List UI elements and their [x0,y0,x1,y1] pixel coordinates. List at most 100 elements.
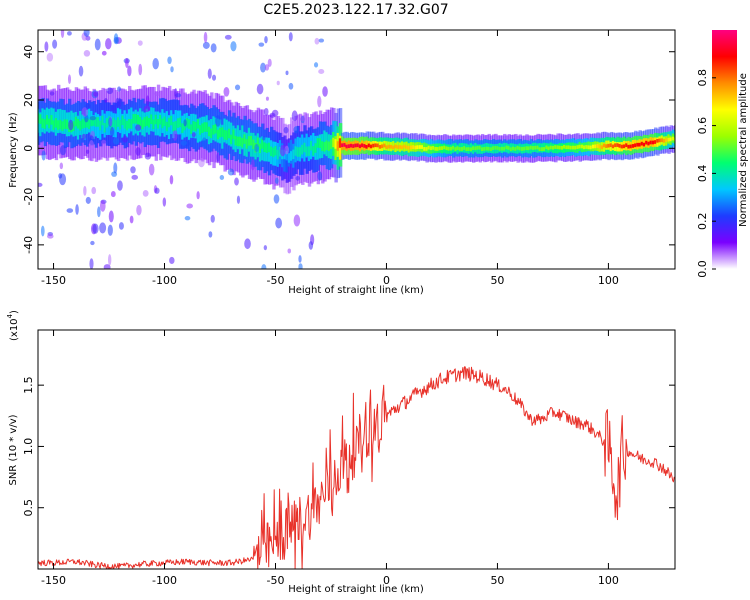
spectrogram-noise [263,107,269,116]
spectrogram-cell [39,112,43,137]
spectrogram-cell [534,145,538,150]
spectrogram-cell [85,118,90,128]
spectrogram-cell [583,145,587,150]
spectrogram-cell [76,118,81,129]
spectrogram-cell [147,117,152,128]
spectrogram-noise [317,95,322,108]
spectrogram-noise [127,65,132,77]
spectrogram-noise [144,152,152,160]
x-tick-label: 50 [490,274,504,287]
spectrogram-noise [318,38,325,43]
spectrogram-noise [83,185,87,196]
spectrogram-cell [185,118,190,128]
spectrogram-noise [58,173,63,179]
spectrogram-cell [507,146,511,150]
spectrogram-cell [503,146,507,151]
spectrogram-cell [219,127,223,138]
spectrogram-cell [387,144,392,149]
spectrogram-cell [192,121,196,131]
spectrogram-cell [121,115,125,126]
spectrogram-noise [201,137,207,149]
spectrogram-cell [480,147,485,152]
spectrogram-noise [262,136,266,141]
spectrogram-cell [545,145,549,150]
spectrogram-cell [645,140,649,145]
spectrogram-noise [223,86,230,97]
spectrogram-cell [647,141,651,146]
spectrogram-cell [598,144,602,149]
spectrogram-cell [578,144,582,149]
spectrogram-cell [305,133,309,158]
spectrogram-cell [640,141,645,146]
spectrogram-noise [250,159,255,171]
spectrogram-cell [214,123,218,134]
spectrogram-cell [207,126,212,137]
spectrogram-cell [651,140,656,145]
spectrogram-cell [321,141,325,151]
spectrogram-cell [523,146,527,151]
spectrogram-noise [44,41,49,52]
x-tick-label: 0 [383,274,390,287]
spectrogram-noise [67,31,72,36]
spectrogram-cell [258,143,263,154]
spectrogram-noise [135,124,142,131]
spectrogram-noise [131,174,139,180]
spectrogram-cell [383,143,387,148]
spectrogram-noise [318,68,325,75]
spectrogram-cell [585,145,589,149]
spectrogram-cell [92,115,96,140]
spectrogram-noise [284,145,289,155]
spectrogram-cell [543,147,547,151]
snr-series-line [38,366,675,569]
spectrogram-cell [349,143,354,148]
spectrogram-cell [256,137,261,148]
spectrogram-cell [483,147,487,151]
spectrogram-noise [117,86,122,92]
spectrogram-cell [518,146,523,151]
spectrogram-cell [569,145,574,150]
spectrogram-cell [671,136,675,141]
spectrogram-noise [215,115,221,127]
spectrogram-noise [145,95,150,106]
spectrogram-noise [68,119,74,131]
spectrogram-noise [313,62,319,68]
spectrogram-cell [125,120,130,131]
spectrogram-cell [336,141,341,151]
spectrogram-cell [290,151,294,161]
spectrogram-cell [472,146,476,151]
spectrogram-cell [558,145,563,150]
spectrogram-cell [560,145,565,150]
spectrogram-cell [571,145,576,150]
spectrogram-noise [203,31,208,43]
snr-panel: -150 -100 -50 0 50 100 0.5 1.0 1.5 Height of st… [6,310,676,595]
spectrogram-cell [600,145,605,150]
spectrogram-cell [292,149,296,160]
spectrogram-cell [230,134,234,145]
spectrogram-noise [113,162,118,174]
spectrogram-cell [618,143,622,148]
spectrogram-cell [123,119,127,129]
spectrogram-cell [638,142,642,147]
spectrogram-noise [129,215,134,224]
spectrogram-cell [401,145,405,150]
spectrogram-cell [128,118,132,129]
colorbar-tick-label: 0.8 [696,69,709,87]
spectrogram-cell [99,120,103,131]
spectrogram-cell [607,143,611,148]
spectrogram-noise [85,149,90,154]
spectrogram-cell [79,120,83,131]
spectrogram-cell [567,145,571,150]
y-tick-label: -20 [22,188,35,206]
spectrogram-noise [236,195,241,204]
spectrogram-cell [367,143,372,148]
spectrogram-cell [274,146,278,156]
spectrogram-noise [202,41,210,49]
spectrogram-cell [514,147,518,151]
spectrogram-noise [81,107,89,117]
spectrogram-noise [108,117,113,127]
spectrogram-cell [276,149,281,160]
spectrogram-cell [294,146,298,156]
y-tick-label: -40 [22,236,35,254]
spectrogram-cell [662,139,667,143]
spectrogram-cell [141,119,145,130]
